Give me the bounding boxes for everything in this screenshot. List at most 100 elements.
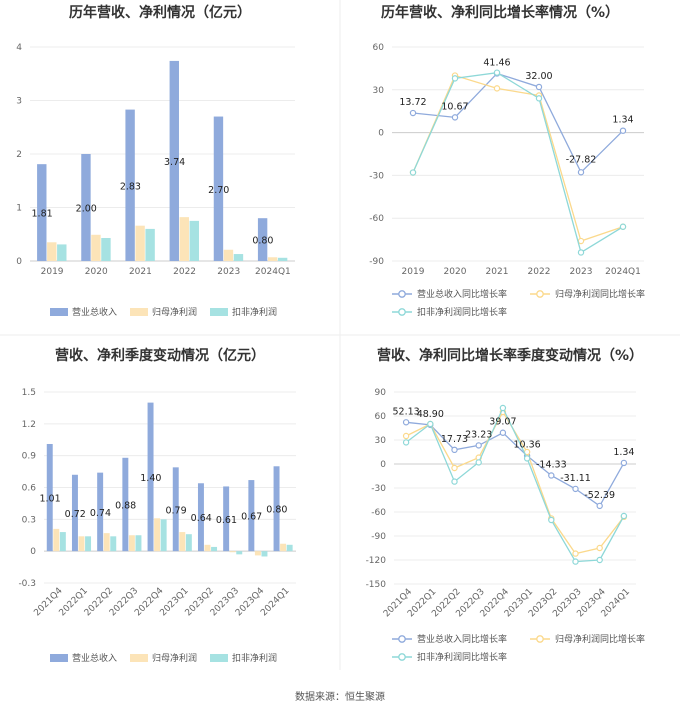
- x-tick-label: 2020: [444, 267, 467, 277]
- title-annual-growth: 历年营收、净利同比增长率情况（%）: [381, 4, 619, 21]
- legend-label: 营业总收入: [72, 652, 117, 664]
- bar: [211, 546, 218, 552]
- x-tick-label: 2023: [570, 267, 593, 277]
- data-label: 1.01: [39, 494, 60, 505]
- bar: [223, 249, 234, 261]
- legend-label: 营业总收入同比增长率: [417, 288, 507, 300]
- y-tick-label: -90: [371, 532, 386, 542]
- data-label: 23.23: [465, 429, 492, 440]
- y-tick-label: -120: [366, 556, 387, 566]
- data-point: [548, 472, 555, 479]
- bar: [286, 544, 293, 552]
- x-tick-label: 2020: [85, 267, 108, 277]
- legend-marker: [536, 635, 544, 643]
- data-point: [402, 439, 410, 446]
- bar: [91, 234, 101, 261]
- y-tick-label: -60: [369, 214, 384, 224]
- y-tick-label: 0: [30, 547, 36, 557]
- bar: [103, 533, 110, 552]
- data-point: [451, 478, 458, 485]
- data-label: 1.81: [32, 209, 53, 220]
- y-tick-label: -0.3: [18, 579, 36, 589]
- legend-marker: [398, 653, 406, 661]
- bar: [135, 225, 145, 261]
- bar: [154, 518, 161, 552]
- legend-marker: [536, 290, 544, 298]
- y-tick-label: 30: [373, 86, 385, 96]
- data-point: [499, 429, 507, 436]
- legend-label: 营业总收入同比增长率: [417, 633, 507, 645]
- legend-label: 扣非净利润同比增长率: [417, 306, 507, 318]
- bar: [81, 154, 91, 261]
- data-point: [451, 446, 458, 454]
- bar: [236, 551, 243, 555]
- bar: [85, 536, 92, 552]
- bar: [122, 457, 129, 552]
- bar: [128, 535, 135, 552]
- data-point: [596, 544, 603, 552]
- legend-label: 归母净利润: [152, 306, 197, 318]
- y-tick-label: 30: [375, 436, 387, 446]
- data-point: [548, 516, 555, 524]
- bar: [273, 466, 280, 552]
- bar: [179, 217, 189, 261]
- legend-swatch: [130, 308, 148, 316]
- y-tick-label: 1: [16, 204, 22, 214]
- y-tick-label: 1.2: [22, 420, 36, 430]
- x-tick-label: 2019: [402, 267, 425, 277]
- data-point: [402, 419, 410, 426]
- chart-quarterly-amount: -0.300.30.60.91.21.52021Q42022Q12022Q220…: [18, 388, 296, 664]
- bar: [169, 60, 179, 261]
- bar: [179, 532, 186, 552]
- y-tick-label: 60: [373, 43, 385, 53]
- y-tick-label: -90: [369, 257, 384, 267]
- legend-label: 归母净利润: [152, 652, 197, 664]
- data-label: 41.46: [483, 57, 510, 68]
- y-tick-label: 1.5: [22, 388, 36, 398]
- data-point: [451, 75, 459, 82]
- legend-swatch: [210, 654, 228, 662]
- bar: [135, 535, 142, 552]
- data-label: -31.11: [560, 473, 591, 484]
- data-label: -52.39: [584, 490, 615, 501]
- bar: [197, 483, 204, 552]
- bar: [172, 467, 179, 552]
- y-tick-label: -150: [366, 580, 387, 590]
- data-label: -27.82: [566, 154, 597, 165]
- chart-quarterly-growth: -150-120-90-60-3003060902021Q42022Q12022…: [366, 388, 645, 663]
- x-tick-label: 2024Q1: [605, 267, 641, 277]
- data-label: 0.67: [241, 512, 262, 523]
- data-point: [535, 95, 543, 102]
- title-quarterly-growth: 营收、净利同比增长率季度变动情况（%）: [377, 347, 643, 364]
- legend-label: 扣非净利润: [232, 652, 277, 664]
- y-tick-label: 2: [16, 150, 22, 160]
- x-tick-label: 2023: [217, 267, 240, 277]
- y-tick-label: 0: [16, 257, 22, 267]
- data-label: 39.07: [489, 417, 516, 428]
- bar: [204, 544, 211, 552]
- data-label: 2.70: [208, 185, 229, 196]
- y-tick-label: 90: [375, 388, 387, 398]
- data-point: [451, 114, 459, 121]
- x-tick-label: 2022: [173, 267, 196, 277]
- bar: [53, 528, 60, 552]
- bar: [97, 472, 104, 552]
- data-label: 10.67: [441, 101, 468, 112]
- data-point: [572, 485, 579, 493]
- data-label: 1.34: [613, 447, 634, 458]
- series-line: [406, 421, 625, 507]
- bar: [229, 551, 236, 553]
- y-tick-label: 4: [16, 43, 22, 53]
- data-point: [596, 502, 603, 510]
- data-label: 0.79: [165, 505, 186, 516]
- bar: [145, 228, 155, 261]
- y-tick-label: 0.9: [22, 452, 37, 462]
- data-point: [620, 512, 628, 520]
- data-point: [619, 223, 627, 230]
- legend-label: 归母净利润同比增长率: [555, 633, 645, 645]
- title-annual-amount: 历年营收、净利情况（亿元）: [69, 4, 251, 21]
- legend-marker: [398, 308, 406, 316]
- series-line: [412, 72, 624, 254]
